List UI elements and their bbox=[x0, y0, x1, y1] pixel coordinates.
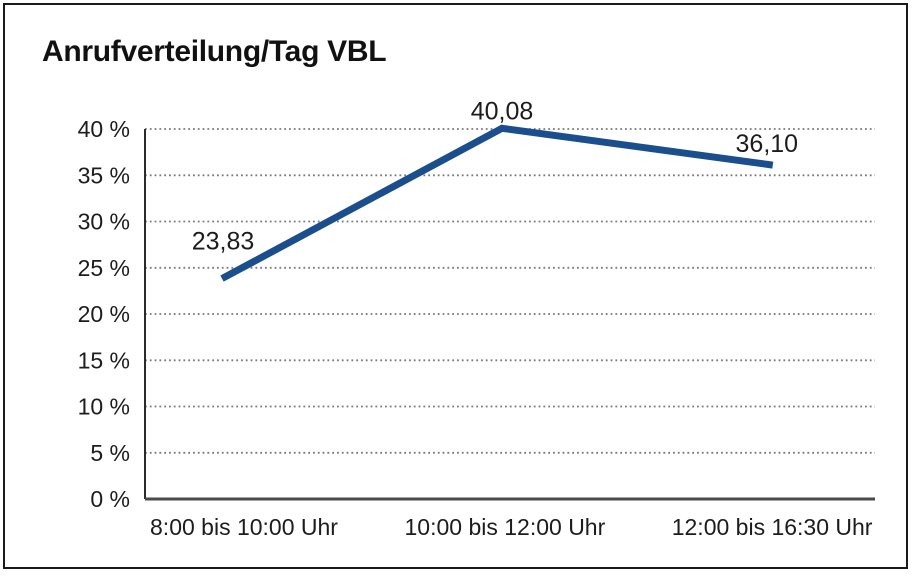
data-point-label: 36,10 bbox=[736, 130, 799, 158]
y-tick-label: 20 % bbox=[78, 301, 130, 327]
y-tick-label: 30 % bbox=[78, 209, 130, 235]
x-tick-label: 10:00 bis 12:00 Uhr bbox=[405, 514, 606, 540]
x-tick-label: 8:00 bis 10:00 Uhr bbox=[150, 514, 338, 540]
y-tick-label: 0 % bbox=[90, 486, 130, 512]
line-chart: 0 % 5 % 10 % 15 % 20 % 25 % 30 % 35 % 40 % 8:00 b… bbox=[78, 97, 875, 540]
data-line-series bbox=[220, 124, 774, 282]
y-tick-label: 10 % bbox=[78, 394, 130, 420]
y-tick-label: 15 % bbox=[78, 347, 130, 373]
data-point-label: 23,83 bbox=[192, 228, 255, 256]
y-tick-label: 40 % bbox=[78, 116, 130, 142]
x-tick-label: 12:00 bis 16:30 Uhr bbox=[672, 514, 873, 540]
chart-frame: 0 % 5 % 10 % 15 % 20 % 25 % 30 % 35 % 40 % 8:00 b… bbox=[3, 3, 908, 569]
chart-title: Anrufverteilung/Tag VBL bbox=[42, 35, 387, 68]
y-tick-label: 5 % bbox=[90, 440, 130, 466]
y-tick-label: 25 % bbox=[78, 255, 130, 281]
y-tick-label: 35 % bbox=[78, 162, 130, 188]
data-point-label: 40,08 bbox=[471, 97, 534, 125]
